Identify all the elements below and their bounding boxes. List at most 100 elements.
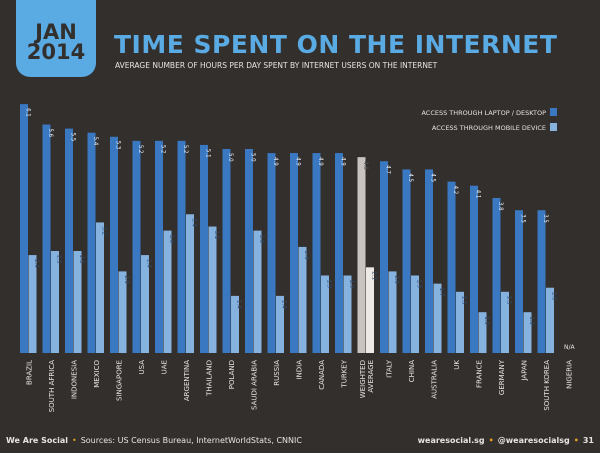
data-label: 2.1 (370, 271, 377, 280)
bar-mobile (523, 312, 532, 353)
data-label: 4.7 (384, 165, 391, 174)
category-label: ARGENTINA (183, 360, 191, 401)
category-label: RUSSIA (273, 360, 281, 386)
footer-brand: We Are Social (6, 436, 68, 445)
category-label: CHINA (408, 360, 416, 382)
bar-mobile (96, 222, 104, 353)
bar-mobile (231, 295, 239, 353)
data-label: 4.5 (407, 173, 414, 182)
bar-laptop (65, 128, 73, 353)
category-label: NIGERIA (566, 360, 574, 389)
data-label: 4.1 (474, 190, 481, 199)
bar-mobile (366, 267, 374, 353)
data-label: 3.5 (519, 214, 526, 223)
bar-laptop (245, 149, 253, 353)
data-label: 5.0 (227, 153, 234, 162)
data-label: 2.0 (393, 275, 400, 284)
data-label: 3.4 (190, 218, 197, 227)
data-label: 4.2 (452, 186, 459, 195)
bar-laptop (290, 153, 298, 353)
category-label: SOUTH KOREA (543, 360, 551, 411)
bar-mobile (321, 275, 329, 353)
category-label: POLAND (228, 360, 236, 389)
page-subtitle: AVERAGE NUMBER OF HOURS PER DAY SPENT BY… (115, 61, 438, 70)
bar-mobile (118, 271, 127, 353)
bar-laptop (87, 132, 96, 353)
date-year: 2014 (26, 40, 86, 64)
category-label: THAILAND (206, 360, 214, 397)
bar-mobile (456, 291, 464, 353)
bar-mobile (253, 230, 262, 353)
bar-laptop (402, 169, 411, 353)
bar-laptop (470, 185, 478, 353)
bar-mobile (388, 271, 397, 353)
bar-laptop (492, 197, 501, 353)
data-label: 1.6 (550, 292, 557, 301)
legend-label: ACCESS THROUGH MOBILE DEVICE (432, 124, 546, 132)
data-label: 3.8 (497, 202, 504, 211)
data-label: 1.4 (235, 300, 242, 309)
date-badge: JAN 2014 (16, 0, 96, 77)
bar-laptop (335, 153, 343, 353)
category-label: UK (453, 360, 461, 370)
data-label: 2.5 (55, 255, 62, 264)
bar-laptop (177, 140, 186, 353)
data-label: 5.6 (47, 129, 54, 138)
bar-mobile (501, 291, 509, 353)
data-label: 3.5 (542, 214, 549, 223)
bar-mobile (208, 226, 217, 353)
date-month: JAN (35, 20, 77, 44)
legend-swatch (550, 108, 557, 116)
bar-laptop (200, 144, 208, 353)
bar-laptop (267, 153, 276, 353)
data-label: 4.9 (339, 157, 346, 166)
footer-website: wearesocial.sg (417, 436, 485, 445)
bar-mobile (186, 214, 194, 353)
data-label: 2.4 (33, 259, 40, 268)
data-label: 1.4 (280, 300, 287, 309)
category-label: FRANCE (476, 360, 484, 388)
category-label: USA (138, 360, 146, 375)
data-label: 5.2 (159, 145, 166, 154)
data-label: 1.9 (415, 279, 422, 288)
category-label: SINGAPORE (116, 360, 124, 401)
bar-mobile (28, 255, 37, 353)
category-label: AVERAGE (367, 360, 375, 393)
data-label: 2.4 (145, 259, 152, 268)
missing-label: N/A (564, 344, 576, 351)
bar-laptop (357, 157, 366, 353)
data-label: 4.8 (362, 161, 369, 170)
bar-laptop (42, 124, 51, 354)
category-label: CANADA (318, 360, 326, 390)
data-label: 1.9 (348, 279, 355, 288)
data-label: 5.2 (182, 145, 189, 154)
data-label: 5.4 (92, 137, 99, 146)
footer-right: wearesocial.sg • @wearesocialsg • 31 (417, 436, 594, 445)
page-title: TIME SPENT ON THE INTERNET (114, 30, 558, 59)
category-label: WEIGHTED (359, 360, 367, 398)
category-label: BRAZIL (26, 360, 34, 385)
data-label: 4.9 (294, 157, 301, 166)
category-label: JAPAN (521, 360, 529, 382)
category-label: GERMANY (498, 359, 506, 395)
data-label: 4.9 (272, 157, 279, 166)
bar-mobile (298, 246, 307, 353)
data-label: 1.5 (505, 296, 512, 305)
data-label: 1.0 (483, 316, 490, 325)
data-label: 2.6 (303, 251, 310, 260)
bar-mobile (141, 255, 149, 353)
category-label: SOUTH AFRICA (48, 360, 56, 412)
bar-laptop (425, 169, 433, 353)
data-label: 1.9 (325, 279, 332, 288)
bar-laptop (20, 104, 28, 354)
data-label: 2.5 (78, 255, 85, 264)
data-label: 1.0 (528, 316, 535, 325)
data-label: 6.1 (24, 108, 31, 117)
bar-laptop (132, 140, 141, 353)
category-label: UAE (161, 360, 169, 374)
data-label: 5.0 (249, 153, 256, 162)
footer-handle: @wearesocialsg (497, 436, 570, 445)
bar-laptop (380, 161, 388, 353)
bar-mobile (276, 295, 284, 353)
